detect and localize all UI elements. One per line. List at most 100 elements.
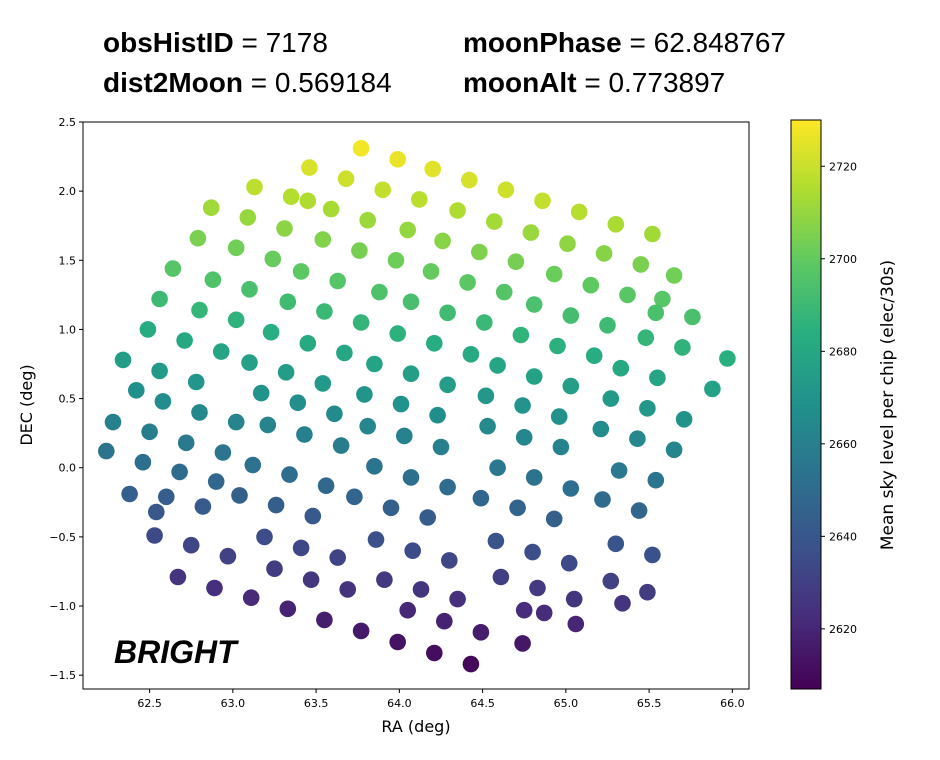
scatter-point: [441, 552, 458, 569]
scatter-point: [242, 589, 260, 606]
obs-hist-id-readout: obsHistID = 7178: [103, 26, 328, 60]
x-tick-label: 64.5: [470, 697, 495, 710]
scatter-point: [487, 532, 505, 550]
scatter-point: [404, 542, 422, 559]
scatter-point: [477, 387, 495, 405]
scatter-point: [189, 229, 207, 247]
scatter-point: [545, 510, 563, 528]
plot-frame: [82, 121, 750, 690]
scatter-point: [326, 405, 343, 423]
scatter-point: [562, 307, 580, 324]
scatter-point: [219, 547, 237, 565]
scatter-point: [259, 416, 277, 434]
scatter-point: [366, 458, 383, 475]
scatter-point: [356, 386, 373, 403]
scatter-point: [684, 308, 701, 326]
scatter-point: [164, 260, 182, 277]
scatter-point: [639, 583, 656, 601]
scatter-point: [158, 488, 175, 506]
scatter-point: [582, 276, 600, 294]
scatter-point: [595, 245, 613, 262]
scatter-point: [296, 426, 313, 443]
scatter-point: [329, 549, 347, 566]
scatter-point: [632, 256, 650, 273]
x-tick-label: 63.0: [221, 697, 246, 710]
scatter-point: [610, 462, 628, 479]
scatter-point: [299, 192, 317, 210]
scatter-point: [314, 231, 332, 248]
colorbar-tick-label: 2640: [829, 530, 857, 543]
moon-alt-readout: moonAlt = 0.773897: [463, 66, 725, 100]
scatter-point: [359, 211, 377, 229]
scatter-point: [148, 503, 165, 521]
scatter-point: [489, 357, 506, 374]
scatter-point: [134, 453, 152, 471]
scatter-point: [719, 350, 736, 367]
scatter-point: [241, 281, 258, 298]
y-tick-label: 1.5: [59, 254, 77, 267]
scatter-point: [560, 554, 578, 572]
moon-alt-label: moonAlt: [463, 67, 577, 98]
y-tick-label: −0.5: [49, 531, 76, 544]
dist2moon-readout: dist2Moon = 0.569184: [103, 66, 392, 100]
scatter-point: [462, 346, 480, 363]
scatter-point: [675, 411, 693, 428]
scatter-point: [339, 581, 357, 598]
scatter-point: [231, 487, 248, 504]
scatter-point: [264, 250, 282, 268]
scatter-point: [399, 221, 417, 239]
moon-phase-label: moonPhase: [463, 27, 622, 58]
scatter-point: [525, 469, 543, 486]
moon-phase-value: = 62.848767: [629, 27, 786, 58]
scatter-point: [141, 423, 158, 441]
scatter-point: [612, 359, 630, 377]
scatter-point: [256, 528, 273, 546]
scatter-point: [316, 303, 333, 320]
scatter-point: [459, 274, 476, 291]
scatter-point: [619, 286, 636, 304]
scatter-point: [559, 235, 576, 252]
scatter-point: [227, 311, 245, 329]
scatter-point: [514, 397, 531, 414]
scatter-point: [704, 380, 721, 398]
scatter-point: [639, 400, 656, 417]
scatter-point: [647, 304, 665, 322]
scatter-point: [637, 329, 655, 347]
scatter-point: [387, 251, 405, 269]
scatter-point: [202, 199, 220, 216]
scatter-point: [121, 485, 138, 503]
scatter-point: [629, 430, 646, 448]
scatter-point: [204, 271, 222, 289]
scatter-point: [647, 471, 665, 489]
scatter-point: [359, 417, 377, 435]
scatter-point: [674, 339, 691, 356]
scatter-point: [227, 239, 245, 257]
scatter-point: [654, 290, 671, 308]
scatter-point: [276, 220, 293, 237]
scatter-point: [549, 337, 566, 355]
scatter-point: [535, 604, 553, 622]
y-tick-label: 1.0: [59, 323, 77, 336]
scatter-point: [279, 600, 297, 618]
scatter-point: [239, 209, 257, 226]
obs-hist-id-value: = 7178: [241, 27, 328, 58]
scatter-point: [607, 216, 625, 233]
colorbar-tick-label: 2700: [829, 253, 857, 266]
scatter-point: [128, 382, 145, 399]
scatter-point: [282, 188, 300, 205]
scatter-point: [486, 213, 503, 230]
scatter-point: [524, 543, 541, 561]
scatter-point: [366, 355, 383, 373]
scatter-point: [565, 590, 583, 608]
y-tick-label: −1.0: [49, 600, 76, 613]
x-axis-label: RA (deg): [381, 717, 450, 736]
scatter-point: [177, 434, 195, 452]
y-tick-label: 0.0: [59, 462, 77, 475]
scatter-point: [371, 283, 388, 301]
scatter-point: [151, 290, 168, 308]
scatter-point: [304, 507, 322, 525]
scatter-point: [512, 326, 530, 344]
scatter-point: [194, 498, 212, 515]
y-tick-label: 0.5: [59, 393, 77, 406]
x-tick-label: 65.0: [554, 697, 579, 710]
